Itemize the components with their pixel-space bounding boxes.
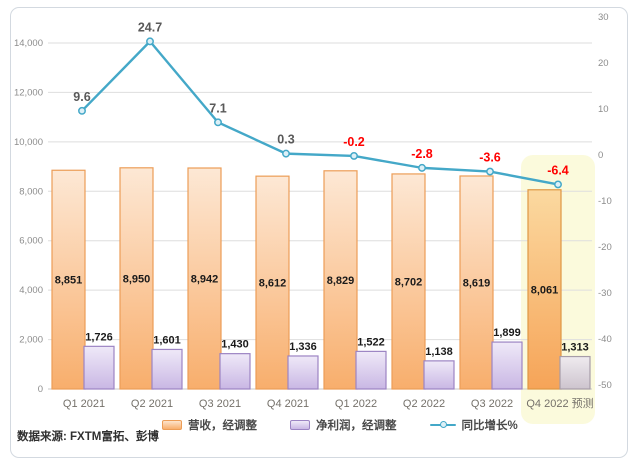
revenue-swatch-icon: [162, 420, 182, 430]
legend-item-growth: 同比增长%: [429, 417, 518, 433]
revenue-bar: [119, 167, 154, 390]
growth-point-marker: [350, 151, 358, 160]
growth-point-marker: [214, 118, 222, 127]
growth-line: [80, 40, 560, 186]
revenue-bar: [459, 175, 494, 390]
profit-bar: [287, 355, 319, 390]
growth-line-swatch-icon: [429, 421, 456, 429]
profit-bar: [355, 350, 387, 390]
profit-value-label: 1,313: [561, 342, 589, 354]
left-axis-tick-label: 10,000: [14, 137, 43, 148]
right-axis-tick-label: -50: [598, 380, 612, 391]
profit-bar: [83, 345, 115, 390]
growth-value-label: -0.2: [343, 135, 365, 149]
legend-item-revenue: 营收，经调整: [162, 417, 257, 433]
growth-point-marker: [146, 37, 154, 46]
x-axis-category-label: Q1 2021: [63, 398, 105, 410]
profit-value-label: 1,430: [221, 339, 249, 351]
profit-bar: [559, 355, 591, 390]
growth-value-label: -6.4: [547, 163, 569, 177]
growth-point-marker: [78, 106, 86, 115]
right-axis-tick-label: 0: [598, 150, 603, 161]
right-axis-tick-label: 30: [598, 12, 609, 23]
revenue-value-label: 8,829: [327, 275, 355, 287]
right-axis-tick-label: 20: [598, 58, 609, 69]
revenue-value-label: 8,061: [531, 284, 559, 296]
left-axis-tick-label: 14,000: [14, 38, 43, 49]
growth-marker-icon: [439, 421, 447, 429]
revenue-value-label: 8,612: [259, 278, 287, 290]
revenue-value-label: 8,950: [123, 273, 151, 285]
revenue-bar: [51, 169, 86, 390]
growth-value-label: -3.6: [479, 151, 501, 165]
right-axis-tick-label: -40: [598, 334, 612, 345]
revenue-value-label: 8,619: [463, 277, 491, 289]
left-axis-tick-label: 2,000: [19, 335, 43, 346]
profit-value-label: 1,899: [493, 327, 521, 339]
growth-point-marker: [282, 149, 290, 158]
profit-bar: [151, 348, 183, 390]
x-axis-category-label: Q1 2022: [335, 398, 377, 410]
revenue-value-label: 8,702: [395, 276, 423, 288]
profit-value-label: 1,601: [153, 334, 181, 346]
growth-value-label: 0.3: [277, 133, 294, 147]
profit-swatch-icon: [290, 420, 310, 430]
profit-value-label: 1,138: [425, 346, 453, 358]
revenue-value-label: 8,942: [191, 274, 219, 286]
growth-point-marker: [554, 180, 562, 189]
left-axis-tick-label: 12,000: [14, 87, 43, 98]
right-axis-tick-label: -20: [598, 242, 612, 253]
revenue-bar: [255, 175, 290, 390]
profit-value-label: 1,336: [289, 341, 317, 353]
revenue-value-label: 8,851: [55, 275, 83, 287]
chart-legend: 营收，经调整 净利润，经调整 同比增长%: [162, 416, 518, 434]
profit-bar: [423, 360, 455, 390]
x-axis-category-label: Q4 2022 预测: [526, 397, 593, 410]
growth-point-marker: [418, 163, 426, 172]
growth-value-label: 24.7: [138, 20, 162, 34]
legend-label-profit: 净利润，经调整: [316, 420, 397, 432]
revenue-bar: [391, 173, 426, 390]
data-source-note: 数据来源: FXTM富拓、彭博: [17, 431, 159, 443]
legend-label-growth: 同比增长%: [461, 420, 518, 432]
growth-point-marker: [486, 167, 494, 176]
right-axis-tick-label: -10: [598, 196, 612, 207]
growth-value-label: 7.1: [209, 101, 226, 115]
left-axis-tick-label: 8,000: [19, 186, 43, 197]
x-axis-category-label: Q4 2021: [267, 398, 309, 410]
x-axis-category-label: Q3 2021: [199, 398, 241, 410]
right-axis-tick-label: -30: [598, 288, 612, 299]
profit-bar: [491, 341, 523, 390]
revenue-bar: [323, 170, 358, 390]
profit-bar: [219, 353, 251, 390]
x-axis-category-label: Q2 2021: [131, 398, 173, 410]
profit-value-label: 1,522: [357, 336, 385, 348]
left-axis-tick-label: 4,000: [19, 285, 43, 296]
revenue-bar: [187, 167, 222, 390]
revenue-bar: [527, 189, 562, 390]
right-axis-tick-label: 10: [598, 104, 609, 115]
x-axis-category-label: Q2 2022: [403, 398, 445, 410]
x-axis-category-label: Q3 2022: [471, 398, 513, 410]
legend-label-revenue: 营收，经调整: [188, 420, 257, 432]
legend-item-profit: 净利润，经调整: [290, 417, 397, 433]
left-axis-tick-label: 6,000: [19, 236, 43, 247]
growth-value-label: -2.8: [411, 147, 433, 161]
growth-value-label: 9.6: [73, 90, 90, 104]
left-axis-tick-label: 0: [38, 384, 43, 395]
profit-value-label: 1,726: [85, 331, 113, 343]
